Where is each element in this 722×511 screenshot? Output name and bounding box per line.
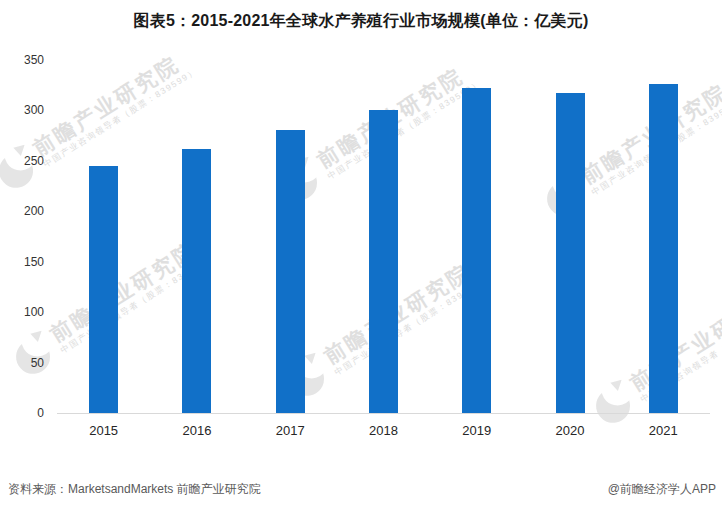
y-tick-label: 250 xyxy=(0,153,44,169)
bar xyxy=(369,110,398,413)
x-tick-label: 2019 xyxy=(430,423,523,438)
y-tick-label: 150 xyxy=(0,254,44,270)
x-tick-label: 2016 xyxy=(150,423,243,438)
bar-slot xyxy=(523,60,616,413)
x-tick-label: 2020 xyxy=(523,423,616,438)
chart-title: 图表5：2015-2021年全球水产养殖行业市场规模(单位：亿美元) xyxy=(0,11,722,32)
x-tick-label: 2017 xyxy=(244,423,337,438)
y-tick-label: 350 xyxy=(0,52,44,68)
y-tick-label: 50 xyxy=(0,355,44,371)
bar xyxy=(556,93,585,413)
footer: 资料来源：MarketsandMarkets 前瞻产业研究院 @前瞻经济学人AP… xyxy=(0,479,722,501)
x-tick-label: 2015 xyxy=(57,423,150,438)
y-tick-label: 300 xyxy=(0,102,44,118)
x-axis: 2015201620172018201920202021 xyxy=(57,423,710,438)
bar-slot xyxy=(244,60,337,413)
bar-slot xyxy=(430,60,523,413)
source-note: 资料来源：MarketsandMarkets 前瞻产业研究院 xyxy=(8,481,261,498)
bar xyxy=(462,88,491,413)
bar-slot xyxy=(337,60,430,413)
bar xyxy=(182,149,211,413)
bar xyxy=(89,166,118,413)
bar-slot xyxy=(57,60,150,413)
bar-slot xyxy=(617,60,710,413)
app-credit: @前瞻经济学人APP xyxy=(608,481,716,498)
bar xyxy=(276,130,305,413)
x-tick-label: 2018 xyxy=(337,423,430,438)
x-tick-label: 2021 xyxy=(617,423,710,438)
bar-slot xyxy=(150,60,243,413)
chart-page: 图表5：2015-2021年全球水产养殖行业市场规模(单位：亿美元) 前瞻产业研… xyxy=(0,0,722,511)
bar-chart: 050100150200250300350 201520162017201820… xyxy=(0,0,722,511)
plot-area xyxy=(57,60,710,414)
y-tick-label: 200 xyxy=(0,203,44,219)
bar xyxy=(649,84,678,413)
y-tick-label: 100 xyxy=(0,304,44,320)
y-tick-label: 0 xyxy=(0,405,44,421)
